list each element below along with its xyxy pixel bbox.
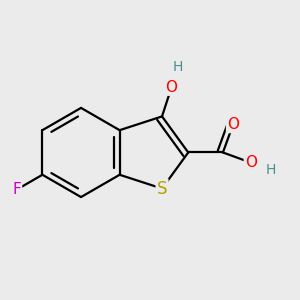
Text: O: O: [227, 117, 239, 132]
Text: H: H: [265, 163, 276, 177]
Text: S: S: [157, 179, 167, 197]
Text: H: H: [173, 60, 183, 74]
Text: O: O: [245, 155, 257, 170]
Text: O: O: [166, 80, 178, 95]
Text: F: F: [12, 182, 21, 197]
